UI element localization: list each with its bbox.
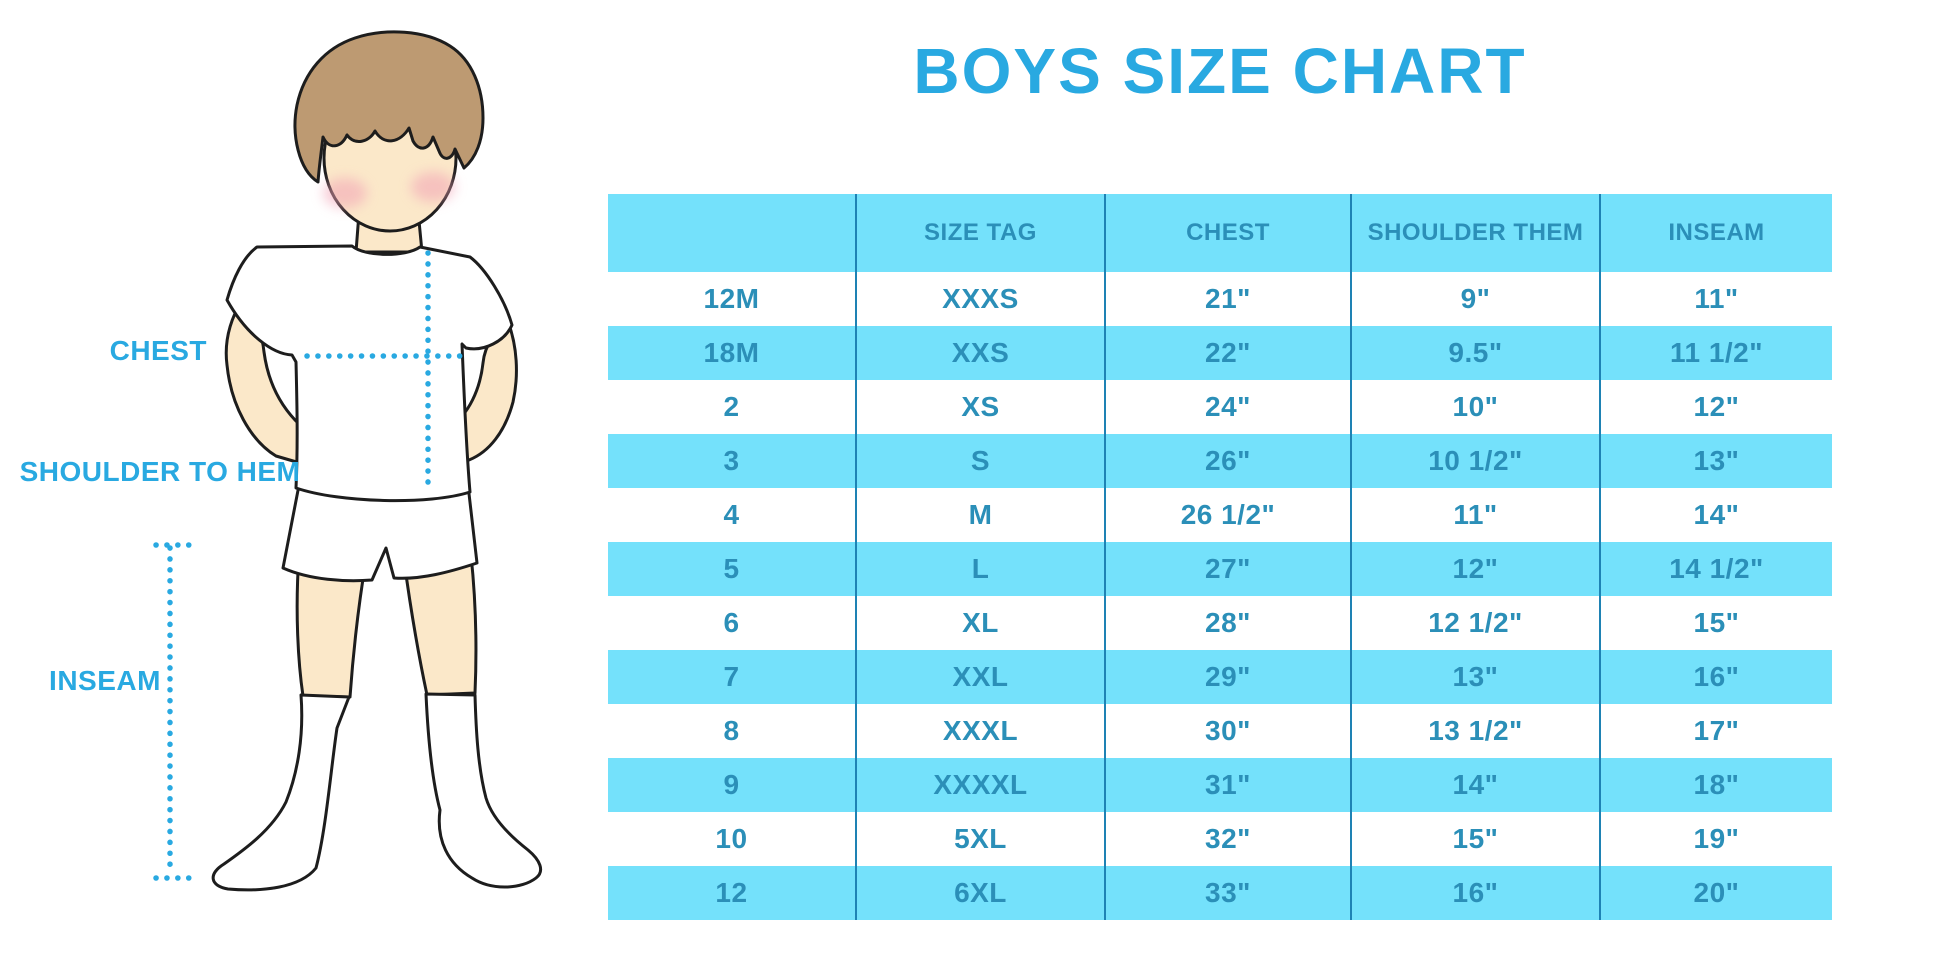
table-cell: M: [855, 488, 1104, 542]
table-cell: 29": [1104, 650, 1350, 704]
table-cell: 4: [723, 499, 740, 530]
shoulder-to-hem-label: SHOULDER TO HEM: [20, 456, 301, 487]
table-row: 6 XL 28" 12 1/2" 15": [608, 596, 1832, 650]
table-cell: 11 1/2": [1599, 326, 1832, 380]
table-row: 10 5XL 32" 15" 19": [608, 812, 1832, 866]
table-cell: 16": [1350, 866, 1599, 920]
table-row: 12 6XL 33" 16" 20": [608, 866, 1832, 920]
table-cell: 12: [715, 877, 748, 908]
table-cell: 11": [1599, 272, 1832, 326]
table-row: 8 XXXL 30" 13 1/2" 17": [608, 704, 1832, 758]
table-cell: L: [855, 542, 1104, 596]
table-row: 7 XXL 29" 13" 16": [608, 650, 1832, 704]
left-cheek-blush: [323, 178, 367, 208]
table-cell: 5XL: [855, 812, 1104, 866]
table-cell: 14": [1599, 488, 1832, 542]
boy-measurement-illustration: CHEST SHOULDER TO HEM INSEAM: [20, 30, 543, 892]
table-row: 12M XXXS 21" 9" 11": [608, 272, 1832, 326]
table-cell: XL: [855, 596, 1104, 650]
table-cell: 18": [1599, 758, 1832, 812]
table-cell: 10": [1350, 380, 1599, 434]
chest-label: CHEST: [110, 335, 207, 366]
table-cell: 15": [1350, 812, 1599, 866]
table-cell: 8: [723, 715, 740, 746]
table-cell: 13 1/2": [1350, 704, 1599, 758]
table-cell: 13": [1599, 434, 1832, 488]
table-cell: 10: [715, 823, 748, 854]
shorts: [281, 478, 479, 583]
table-cell: 18M: [703, 337, 760, 368]
table-cell: 28": [1104, 596, 1350, 650]
table-cell: 26 1/2": [1104, 488, 1350, 542]
size-table-body: 12M XXXS 21" 9" 11" 18M XXS 22" 9.5" 11 1/2" 2 XS 24…: [608, 272, 1832, 920]
table-cell: 30": [1104, 704, 1350, 758]
table-cell: 9.5": [1350, 326, 1599, 380]
table-cell: XXS: [855, 326, 1104, 380]
table-cell: 12 1/2": [1350, 596, 1599, 650]
table-cell: 12M: [703, 283, 760, 314]
table-cell: 3: [723, 445, 740, 476]
header-cell: [608, 194, 855, 272]
table-cell: XXXXL: [855, 758, 1104, 812]
table-cell: 17": [1599, 704, 1832, 758]
size-table: SIZE TAG CHEST SHOULDER THEM INSEAM 12M XXXS…: [608, 194, 1832, 920]
header-cell: CHEST: [1104, 194, 1350, 272]
table-cell: 5: [723, 553, 740, 584]
t-shirt: [225, 244, 514, 503]
right-cheek-blush: [411, 172, 455, 202]
header-cell: INSEAM: [1599, 194, 1832, 272]
table-cell: 20": [1599, 866, 1832, 920]
table-row: 3 S 26" 10 1/2" 13": [608, 434, 1832, 488]
table-cell: XXXL: [855, 704, 1104, 758]
right-sock: [424, 692, 543, 889]
table-cell: 10 1/2": [1350, 434, 1599, 488]
table-cell: 9": [1350, 272, 1599, 326]
hair: [293, 30, 485, 184]
table-cell: 14 1/2": [1599, 542, 1832, 596]
table-cell: 14": [1350, 758, 1599, 812]
table-cell: 11": [1350, 488, 1599, 542]
table-cell: 33": [1104, 866, 1350, 920]
table-cell: 31": [1104, 758, 1350, 812]
right-leg: [402, 553, 478, 697]
table-cell: 2: [723, 391, 740, 422]
table-row: 4 M 26 1/2" 11" 14": [608, 488, 1832, 542]
table-cell: 12": [1599, 380, 1832, 434]
table-cell: 21": [1104, 272, 1350, 326]
table-cell: 26": [1104, 434, 1350, 488]
table-cell: 9: [723, 769, 740, 800]
table-cell: 7: [723, 661, 740, 692]
table-cell: 6: [723, 607, 740, 638]
table-cell: XS: [855, 380, 1104, 434]
table-row: 18M XXS 22" 9.5" 11 1/2": [608, 326, 1832, 380]
size-table-header-row: SIZE TAG CHEST SHOULDER THEM INSEAM: [608, 194, 1832, 272]
left-sock: [211, 693, 351, 892]
table-cell: 15": [1599, 596, 1832, 650]
table-row: 5 L 27" 12" 14 1/2": [608, 542, 1832, 596]
table-cell: 22": [1104, 326, 1350, 380]
table-row: 9 XXXXL 31" 14" 18": [608, 758, 1832, 812]
table-cell: 13": [1350, 650, 1599, 704]
table-cell: 12": [1350, 542, 1599, 596]
table-cell: 6XL: [855, 866, 1104, 920]
table-cell: 32": [1104, 812, 1350, 866]
table-cell: 24": [1104, 380, 1350, 434]
table-cell: 19": [1599, 812, 1832, 866]
table-cell: XXXS: [855, 272, 1104, 326]
table-cell: S: [855, 434, 1104, 488]
header-cell: SHOULDER THEM: [1350, 194, 1599, 272]
inseam-label: INSEAM: [49, 665, 161, 696]
table-cell: 27": [1104, 542, 1350, 596]
table-cell: 16": [1599, 650, 1832, 704]
header-cell: SIZE TAG: [855, 194, 1104, 272]
table-cell: XXL: [855, 650, 1104, 704]
table-row: 2 XS 24" 10" 12": [608, 380, 1832, 434]
page-title: BOYS SIZE CHART: [913, 35, 1527, 107]
